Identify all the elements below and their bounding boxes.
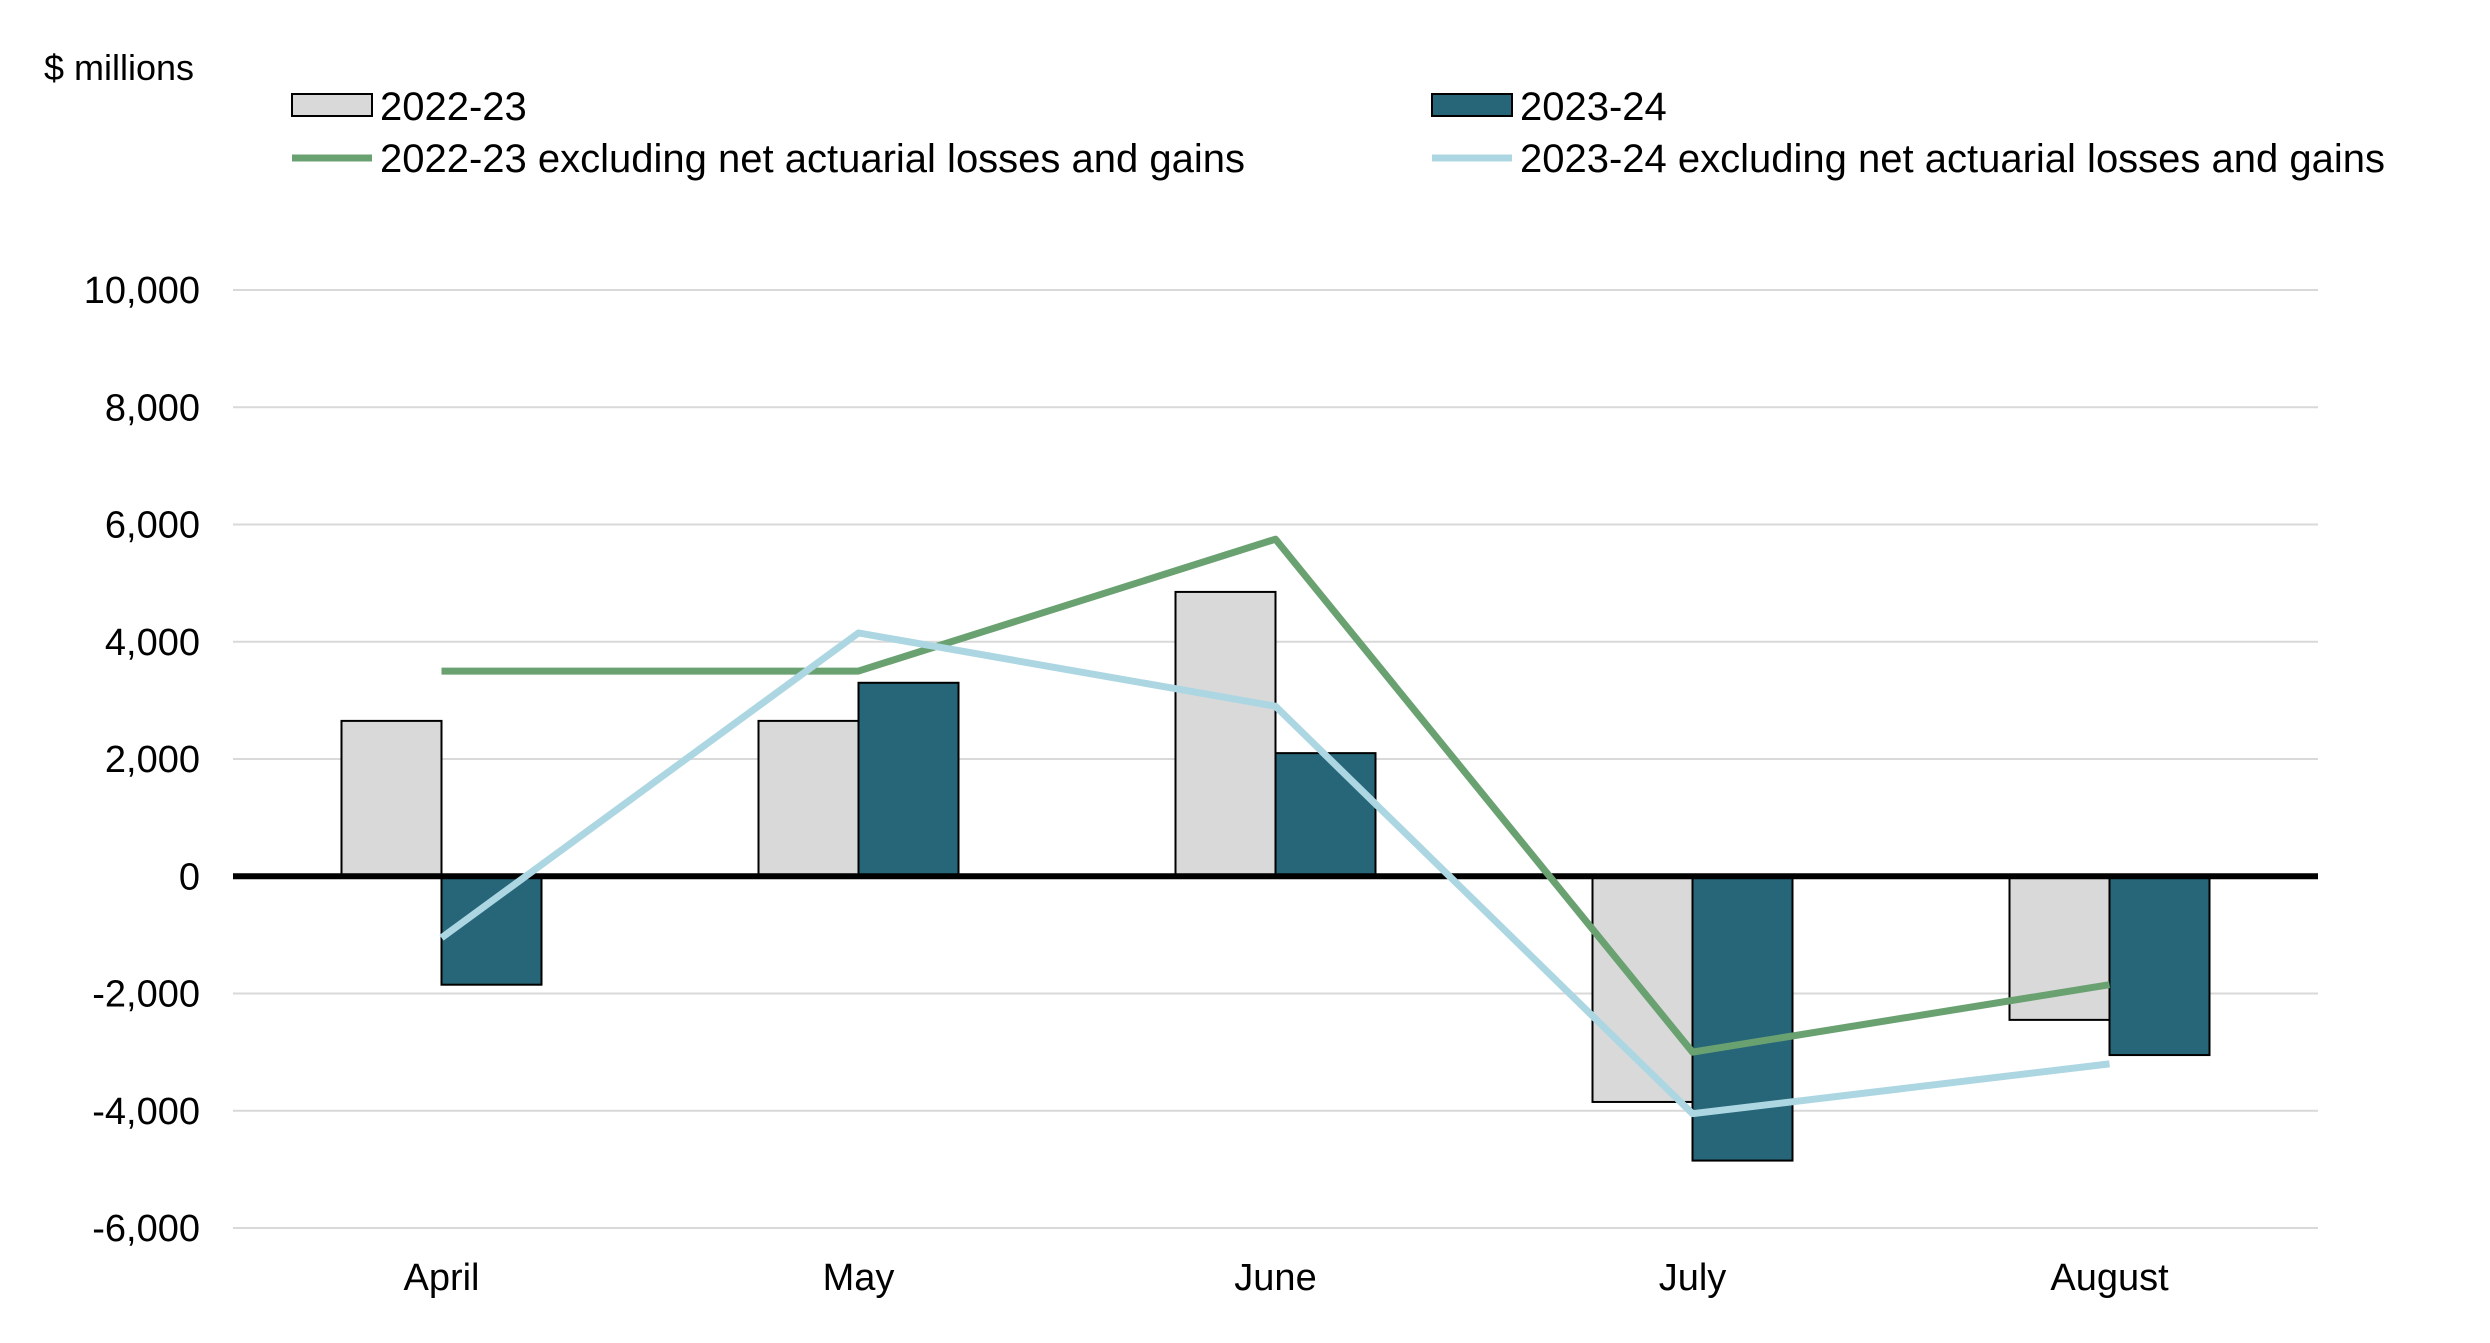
legend: 2022-23 2023-24 2022-23 excluding net ac… [291,85,2385,181]
x-tick-label: July [1659,1257,1727,1299]
y-tick-label: 2,000 [105,739,200,781]
legend-item-line-2022-23-excl: 2022-23 excluding net actuarial losses a… [292,137,1245,181]
y-tick-label: 4,000 [105,622,200,664]
legend-label-2023-24-excl: 2023-24 excluding net actuarial losses a… [1520,137,2385,181]
y-tick-label: 0 [179,856,200,898]
legend-item-line-2023-24-excl: 2023-24 excluding net actuarial losses a… [1432,137,2385,181]
legend-item-bar-2022-23: 2022-23 [291,85,527,129]
line-2023-24 excluding net actuarial losses and gains [439,629,2110,1118]
legend-label-2022-23: 2022-23 [380,85,527,129]
y-tick-label: 8,000 [105,387,200,429]
x-tick-label: April [403,1257,479,1299]
x-tick-label: August [2050,1257,2169,1299]
y-axis: -6,000 -4,000 -2,000 0 2,000 4,000 6,000 8,000 1… [84,270,200,1250]
bar-2023-24-April [440,875,543,986]
bar-2023-24-May [857,681,960,878]
bar-2022-23-April [340,719,443,878]
y-axis-unit-label: $ millions [44,47,194,88]
legend-swatch-2022-23 [291,93,373,117]
bar-2023-24-July [1691,875,1794,1162]
x-axis: April May June July August [403,1257,2169,1299]
legend-swatch-2023-24 [1431,93,1513,117]
legend-item-bar-2023-24: 2023-24 [1431,85,1667,129]
y-tick-label: -2,000 [92,974,200,1016]
line-2022-23 excluding net actuarial losses and gains [441,535,2111,1056]
y-tick-label: -6,000 [92,1208,200,1250]
y-tick-label: 10,000 [84,270,200,312]
bar-2022-23-May [757,719,860,878]
legend-label-2022-23-excl: 2022-23 excluding net actuarial losses a… [380,137,1245,181]
y-tick-label: 6,000 [105,505,200,547]
y-tick-label: -4,000 [92,1091,200,1133]
x-tick-label: June [1234,1257,1316,1299]
lines [439,535,2111,1118]
x-tick-label: May [823,1257,895,1299]
legend-label-2023-24: 2023-24 [1520,85,1667,129]
bar-2022-23-June [1174,590,1277,878]
bar-2023-24-June [1274,752,1377,878]
bar-2023-24-August [2108,875,2211,1057]
